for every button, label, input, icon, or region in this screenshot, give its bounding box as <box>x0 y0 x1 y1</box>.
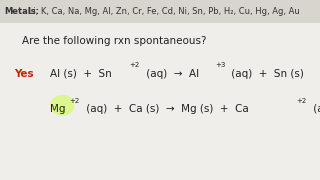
Text: Metals:: Metals: <box>4 7 39 16</box>
Ellipse shape <box>50 95 75 116</box>
Text: Li, K, Ca, Na, Mg, Al, Zn, Cr, Fe, Cd, Ni, Sn, Pb, H₂, Cu, Hg, Ag, Au: Li, K, Ca, Na, Mg, Al, Zn, Cr, Fe, Cd, N… <box>26 7 300 16</box>
Text: Yes: Yes <box>14 69 34 78</box>
Text: (aq): (aq) <box>310 105 320 114</box>
Text: (aq)  →  Al: (aq) → Al <box>142 69 199 78</box>
Text: (aq)  +  Sn (s): (aq) + Sn (s) <box>228 69 304 78</box>
Text: +3: +3 <box>215 62 225 68</box>
Text: Are the following rxn spontaneous?: Are the following rxn spontaneous? <box>22 36 207 46</box>
Text: Mg: Mg <box>50 105 65 114</box>
Text: Al (s)  +  Sn: Al (s) + Sn <box>50 69 111 78</box>
Text: +2: +2 <box>297 98 307 104</box>
Text: (aq)  +  Ca (s)  →  Mg (s)  +  Ca: (aq) + Ca (s) → Mg (s) + Ca <box>83 105 249 114</box>
Bar <box>0 0 320 23</box>
Text: +2: +2 <box>70 98 80 104</box>
Text: +2: +2 <box>129 62 140 68</box>
